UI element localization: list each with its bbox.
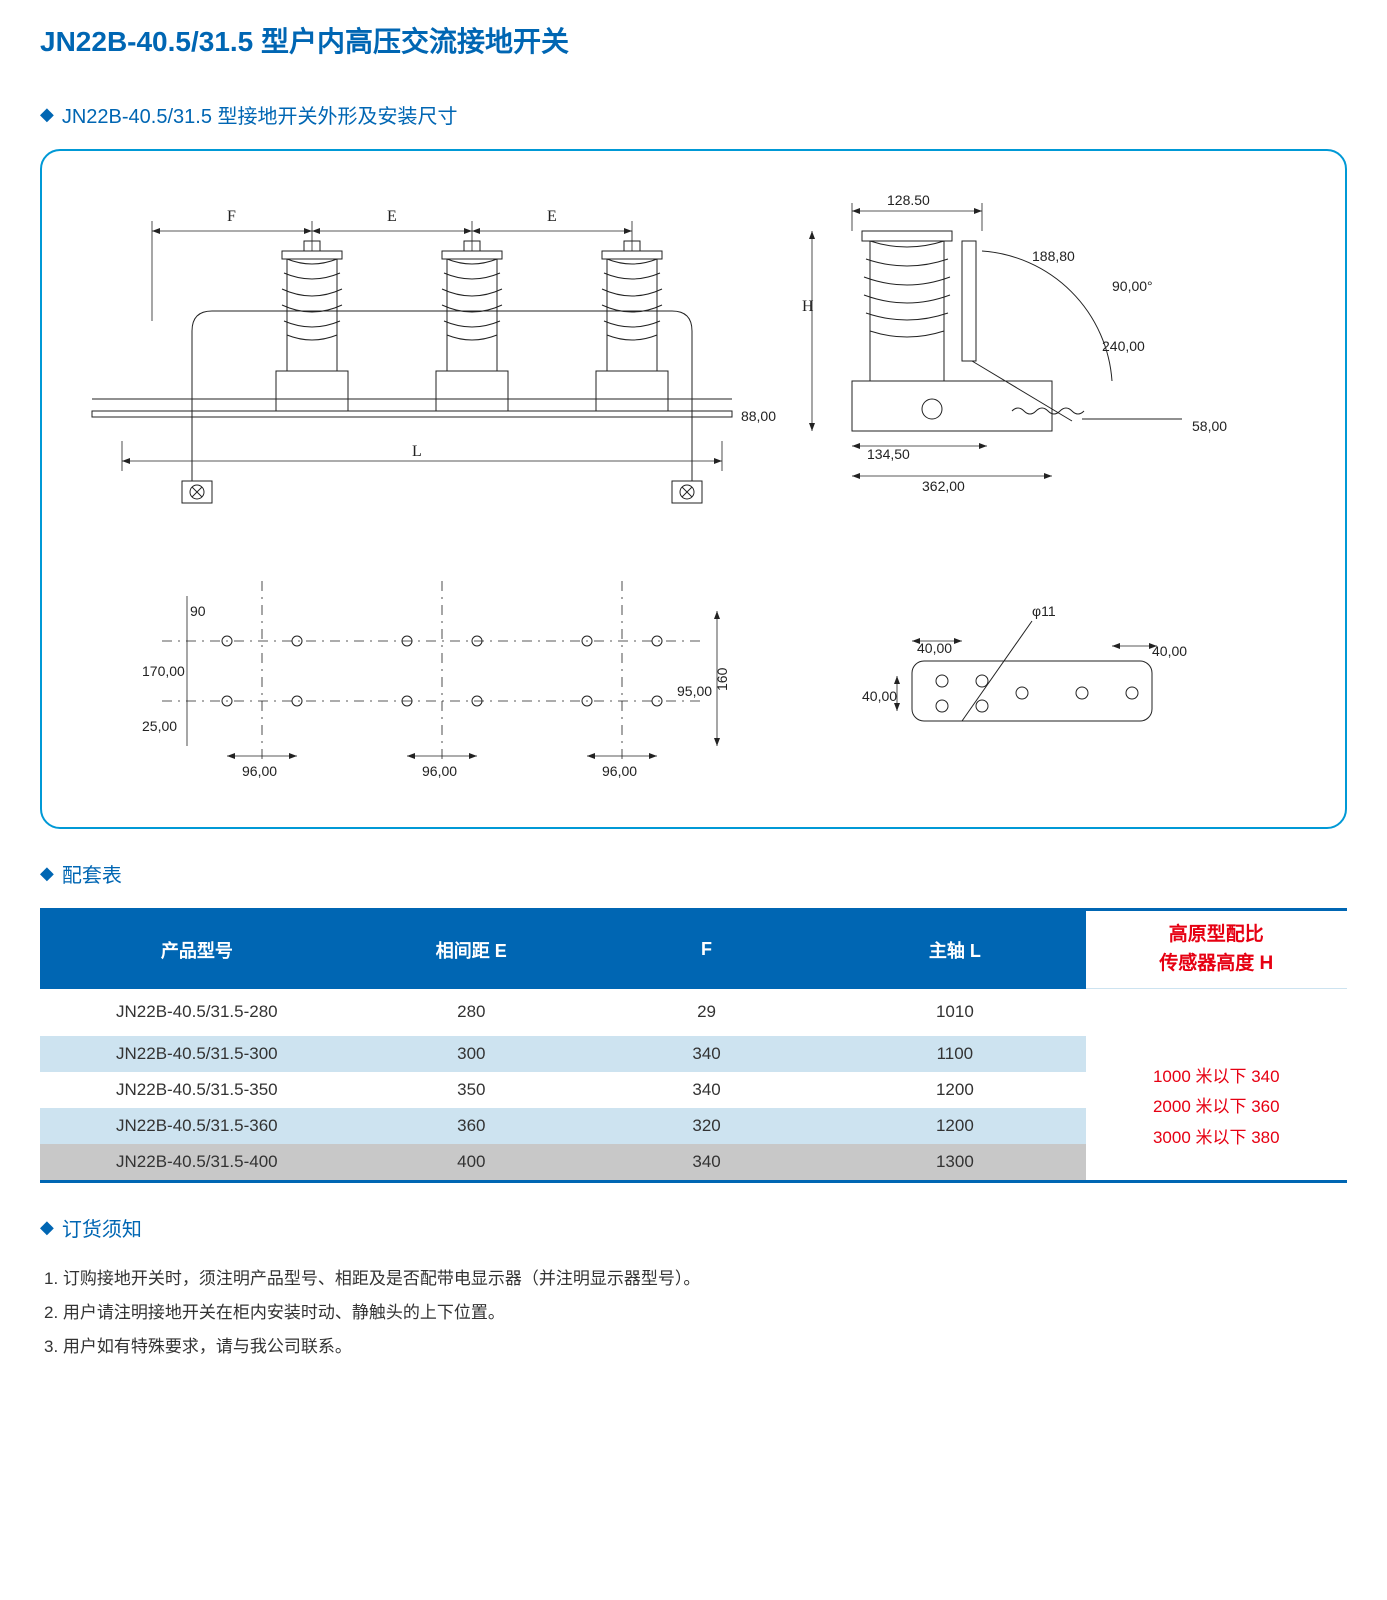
side-cell-spacer — [1086, 989, 1347, 1036]
table-cell: 280 — [354, 989, 589, 1036]
dim-96a: 96,00 — [242, 763, 277, 779]
dim-134: 134,50 — [867, 446, 910, 462]
section-title-diagram: JN22B-40.5/31.5 型接地开关外形及安装尺寸 — [62, 100, 458, 129]
dim-90deg: 90,00° — [1112, 278, 1153, 294]
dim-phi11: φ11 — [1032, 603, 1056, 619]
notes-list: 1. 订购接地开关时，须注明产品型号、相距及是否配带电显示器（并注明显示器型号）… — [40, 1262, 1347, 1364]
table-cell: 320 — [589, 1108, 824, 1144]
diamond-icon: ◆ — [40, 863, 54, 884]
dim-25: 25,00 — [142, 718, 177, 734]
dim-58: 58,00 — [1192, 418, 1227, 434]
dim-b40c: 40,00 — [1152, 643, 1187, 659]
dim-96b: 96,00 — [422, 763, 457, 779]
side-header-text: 高原型配比 传感器高度 H — [1090, 921, 1343, 978]
table-cell: JN22B-40.5/31.5-360 — [40, 1108, 354, 1144]
page-title: JN22B-40.5/31.5 型户内高压交流接地开关 — [40, 20, 1347, 60]
dim-L: L — [412, 443, 422, 460]
note-item: 1. 订购接地开关时，须注明产品型号、相距及是否配带电显示器（并注明显示器型号）… — [44, 1262, 1347, 1296]
table-cell: 360 — [354, 1108, 589, 1144]
dim-128: 128.50 — [887, 192, 930, 208]
diagram-bottom-svg: 90 170,00 25,00 96,00 96,00 96,00 9 — [72, 571, 1312, 811]
dim-240: 240,00 — [1102, 338, 1145, 354]
note-item: 2. 用户请注明接地开关在柜内安装时动、静触头的上下位置。 — [44, 1296, 1347, 1330]
col-model: 产品型号 — [40, 910, 354, 989]
table-cell: 1200 — [824, 1072, 1085, 1108]
dim-95: 95,00 — [677, 683, 712, 699]
section-header-notes: ◆ 订货须知 — [40, 1213, 1347, 1242]
dim-E2: E — [547, 208, 557, 225]
section-header-table: ◆ 配套表 — [40, 859, 1347, 888]
table-cell: JN22B-40.5/31.5-280 — [40, 989, 354, 1036]
note-item: 3. 用户如有特殊要求，请与我公司联系。 — [44, 1330, 1347, 1364]
dim-188: 188,80 — [1032, 248, 1075, 264]
table-row: JN22B-40.5/31.5-30030034011001000 米以下 34… — [40, 1036, 1347, 1072]
dim-362: 362,00 — [922, 478, 965, 494]
table-row: JN22B-40.5/31.5-280280291010 — [40, 989, 1347, 1036]
table-cell: 350 — [354, 1072, 589, 1108]
table-cell: 1010 — [824, 989, 1085, 1036]
dim-E1: E — [387, 208, 397, 225]
table-cell: JN22B-40.5/31.5-350 — [40, 1072, 354, 1108]
section-title-notes: 订货须知 — [62, 1213, 142, 1242]
dim-160: 160 — [714, 667, 730, 691]
dim-b40a: 40,00 — [917, 640, 952, 656]
spec-table: 产品型号 相间距 E F 主轴 L 高原型配比 传感器高度 H JN22B-40… — [40, 908, 1347, 1183]
section-header-diagram: ◆ JN22B-40.5/31.5 型接地开关外形及安装尺寸 — [40, 100, 1347, 129]
col-E: 相间距 E — [354, 910, 589, 989]
table-cell: 340 — [589, 1036, 824, 1072]
dim-88: 88,00 — [741, 408, 776, 424]
table-cell: 1100 — [824, 1036, 1085, 1072]
table-cell: 340 — [589, 1144, 824, 1182]
table-cell: 300 — [354, 1036, 589, 1072]
table-cell: JN22B-40.5/31.5-300 — [40, 1036, 354, 1072]
dim-b40b: 40,00 — [862, 688, 897, 704]
table-cell: 400 — [354, 1144, 589, 1182]
col-side: 高原型配比 传感器高度 H — [1086, 910, 1347, 989]
side-cell-notes: 1000 米以下 3402000 米以下 3603000 米以下 380 — [1086, 1036, 1347, 1182]
col-F: F — [589, 910, 824, 989]
table-cell: 1300 — [824, 1144, 1085, 1182]
dim-96c: 96,00 — [602, 763, 637, 779]
diamond-icon: ◆ — [40, 104, 54, 125]
diagram-top-svg: F E E — [72, 181, 1312, 561]
table-cell: 29 — [589, 989, 824, 1036]
diamond-icon: ◆ — [40, 1217, 54, 1238]
table-cell: 1200 — [824, 1108, 1085, 1144]
dim-F: F — [227, 208, 236, 225]
dim-90: 90 — [190, 603, 206, 619]
section-title-table: 配套表 — [62, 859, 122, 888]
table-cell: JN22B-40.5/31.5-400 — [40, 1144, 354, 1182]
table-cell: 340 — [589, 1072, 824, 1108]
dim-170: 170,00 — [142, 663, 185, 679]
diagram-container: F E E — [40, 149, 1347, 829]
col-L: 主轴 L — [824, 910, 1085, 989]
